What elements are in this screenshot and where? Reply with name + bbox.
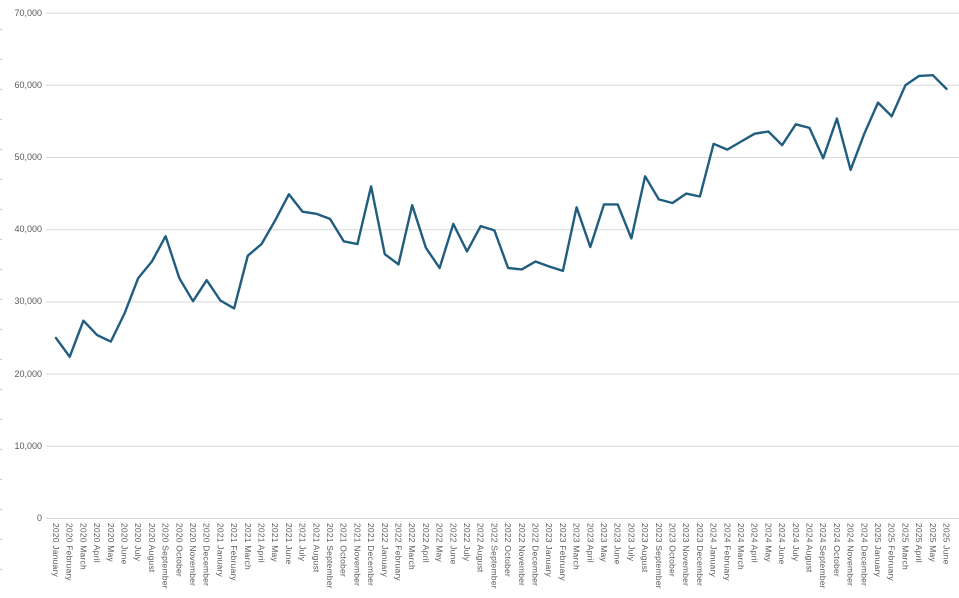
x-axis-label: 2020 May (105, 523, 116, 562)
y-axis-label: 70,000 (14, 7, 42, 18)
x-axis-label: 2024 July (790, 523, 801, 562)
y-axis-label: 0 (36, 513, 42, 523)
x-axis-label: 2022 August (475, 523, 486, 573)
x-axis-label: 2024 April (749, 523, 760, 563)
x-axis-label: 2023 August (640, 523, 651, 573)
x-axis-label: 2023 December (694, 523, 705, 587)
x-axis-label: 2023 October (667, 523, 678, 577)
x-axis-label: 2021 April (256, 523, 267, 563)
x-axis-label: 2020 November (188, 523, 198, 587)
x-axis-label: 2025 May (927, 523, 938, 562)
x-axis-label: 2024 December (859, 523, 870, 587)
x-axis-label: 2021 September (325, 523, 335, 589)
x-axis-label: 2022 July (462, 523, 472, 562)
x-axis-label: 2023 February (557, 523, 568, 581)
x-axis-label: 2025 April (914, 523, 925, 563)
x-axis-label: 2020 March (78, 523, 89, 570)
x-axis-label: 2020 December (201, 523, 212, 587)
y-axis-label: 60,000 (14, 79, 42, 90)
x-axis-label: 2024 February (722, 523, 733, 581)
x-axis-label: 2022 April (420, 523, 431, 563)
x-axis-label: 2021 October (338, 523, 349, 577)
x-axis-label: 2020 February (64, 523, 75, 581)
x-axis-label: 2021 August (311, 523, 322, 573)
x-axis-label: 2021 February (229, 523, 240, 581)
x-axis-label: 2022 June (448, 523, 459, 565)
x-axis-label: 2025 January (873, 523, 883, 577)
x-axis-label: 2020 July (133, 523, 144, 562)
y-axis-label: 20,000 (14, 368, 42, 379)
x-axis-label: 2020 October (174, 523, 185, 577)
x-axis-label: 2024 August (804, 523, 815, 573)
x-axis-label: 2021 December (366, 523, 377, 587)
x-axis-label: 2021 November (352, 523, 363, 587)
x-axis-label: 2023 November (681, 523, 692, 587)
x-axis-label: 2021 June (283, 523, 294, 565)
x-axis-label: 2023 March (571, 523, 582, 570)
x-axis-label: 2023 July (626, 523, 637, 562)
x-axis-label: 2024 October (831, 523, 842, 577)
x-axis-label: 2021 January (215, 523, 226, 577)
x-axis-label: 2021 July (297, 523, 308, 562)
x-axis-label: 2024 June (777, 523, 788, 565)
x-axis-label: 2021 March (242, 523, 253, 570)
x-axis-label: 2022 December (530, 523, 541, 587)
series-line (54, 73, 948, 358)
x-axis-label: 2025 March (900, 523, 911, 570)
x-axis-label: 2025 February (886, 523, 897, 581)
y-axis-label: 30,000 (14, 296, 42, 307)
x-axis-label: 2020 January (51, 523, 61, 577)
x-axis-label: 2024 May (763, 523, 774, 562)
x-axis-label: 2022 May (434, 523, 445, 562)
x-axis-label: 2025 June (941, 523, 952, 565)
x-axis-label: 2022 October (503, 523, 514, 577)
x-axis-label: 2024 September (818, 523, 829, 589)
x-axis-label: 2024 November (845, 523, 856, 587)
x-axis-label: 2020 June (119, 523, 130, 565)
worksheet-edge-artifact (0, 0, 2, 598)
x-axis-label: 2023 January (544, 523, 555, 577)
x-axis-label: 2023 September (653, 523, 664, 589)
y-axis-label: 50,000 (14, 152, 42, 162)
x-axis-label: 2023 June (612, 523, 623, 565)
x-axis-label: 2024 March (736, 523, 746, 570)
x-axis-label: 2022 January (379, 523, 390, 577)
x-axis-label: 2022 November (516, 523, 527, 587)
x-axis-label: 2022 September (489, 523, 500, 589)
x-axis-label: 2023 May (599, 523, 609, 562)
gridlines (46, 12, 959, 519)
x-axis-label: 2024 January (708, 523, 719, 577)
x-axis-label: 2020 August (146, 523, 157, 573)
y-axis-label: 40,000 (14, 224, 42, 235)
x-axis-label: 2021 May (270, 523, 281, 562)
x-axis-label: 2020 April (92, 523, 103, 563)
x-axis-label: 2022 February (393, 523, 404, 581)
x-axis-label: 2022 March (407, 523, 418, 570)
x-axis-label: 2023 April (585, 523, 596, 563)
y-axis-label: 10,000 (14, 440, 42, 451)
x-axis-label: 2020 September (160, 523, 171, 589)
